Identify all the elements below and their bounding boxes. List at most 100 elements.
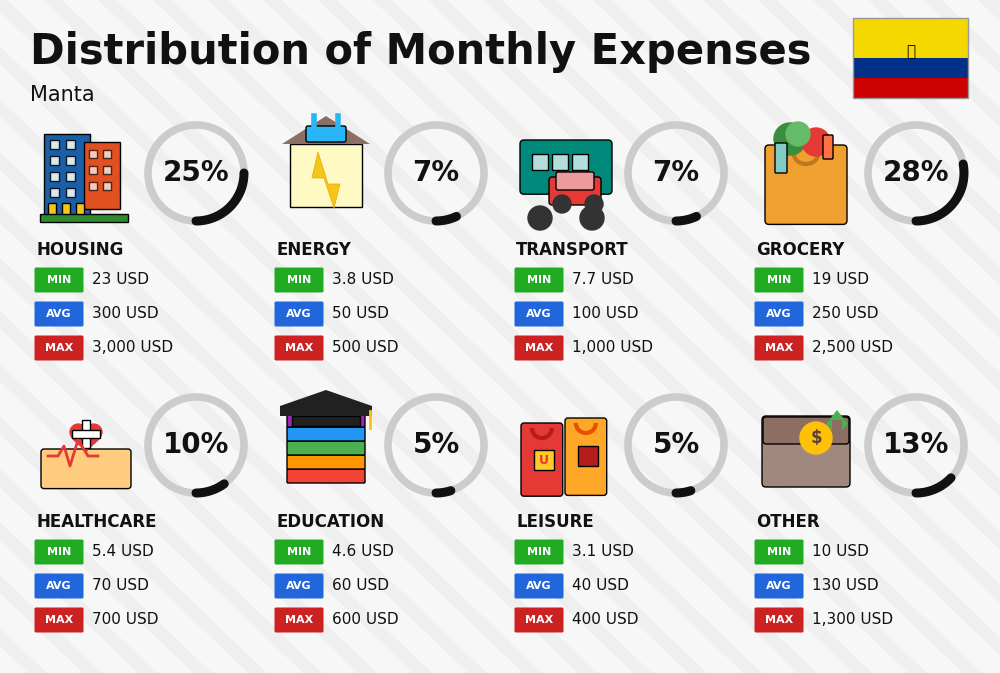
FancyBboxPatch shape [274, 573, 324, 598]
Text: 5%: 5% [412, 431, 460, 459]
Text: ENERGY: ENERGY [276, 241, 351, 259]
Text: 40 USD: 40 USD [572, 579, 629, 594]
FancyBboxPatch shape [274, 540, 324, 565]
FancyBboxPatch shape [84, 142, 120, 209]
Text: AVG: AVG [766, 581, 792, 591]
Text: 1,300 USD: 1,300 USD [812, 612, 893, 627]
FancyBboxPatch shape [514, 573, 564, 598]
Text: MAX: MAX [45, 615, 73, 625]
Text: MIN: MIN [287, 547, 311, 557]
FancyBboxPatch shape [755, 302, 804, 326]
FancyBboxPatch shape [66, 172, 75, 181]
FancyBboxPatch shape [755, 573, 804, 598]
Circle shape [580, 206, 604, 230]
Text: LEISURE: LEISURE [516, 513, 594, 531]
Text: 500 USD: 500 USD [332, 341, 398, 355]
FancyBboxPatch shape [50, 188, 59, 197]
FancyBboxPatch shape [763, 417, 849, 444]
FancyBboxPatch shape [534, 450, 554, 470]
Text: 300 USD: 300 USD [92, 306, 159, 322]
FancyBboxPatch shape [274, 302, 324, 326]
FancyBboxPatch shape [287, 469, 365, 483]
Text: MAX: MAX [45, 343, 73, 353]
Text: MIN: MIN [47, 547, 71, 557]
Polygon shape [312, 152, 340, 208]
FancyBboxPatch shape [274, 336, 324, 361]
FancyBboxPatch shape [89, 150, 97, 158]
FancyBboxPatch shape [514, 540, 564, 565]
Text: MIN: MIN [767, 547, 791, 557]
Circle shape [786, 122, 810, 146]
Text: 3.8 USD: 3.8 USD [332, 273, 394, 287]
FancyBboxPatch shape [755, 608, 804, 633]
FancyBboxPatch shape [66, 156, 75, 165]
FancyBboxPatch shape [532, 154, 548, 170]
Text: MAX: MAX [765, 615, 793, 625]
FancyBboxPatch shape [41, 449, 131, 489]
FancyBboxPatch shape [306, 126, 346, 142]
Text: AVG: AVG [766, 309, 792, 319]
Text: MAX: MAX [285, 615, 313, 625]
Polygon shape [280, 390, 372, 416]
FancyBboxPatch shape [287, 413, 365, 427]
FancyBboxPatch shape [34, 573, 84, 598]
Text: 600 USD: 600 USD [332, 612, 399, 627]
FancyBboxPatch shape [34, 302, 84, 326]
FancyBboxPatch shape [34, 336, 84, 361]
Text: 4.6 USD: 4.6 USD [332, 544, 394, 559]
FancyBboxPatch shape [853, 58, 968, 78]
FancyBboxPatch shape [514, 608, 564, 633]
Circle shape [802, 128, 830, 156]
Text: 7%: 7% [412, 159, 460, 187]
Text: 250 USD: 250 USD [812, 306, 879, 322]
FancyBboxPatch shape [514, 302, 564, 326]
FancyBboxPatch shape [89, 166, 97, 174]
Text: MAX: MAX [765, 343, 793, 353]
FancyBboxPatch shape [521, 423, 563, 496]
Text: 13%: 13% [883, 431, 949, 459]
Text: 7%: 7% [652, 159, 700, 187]
Text: HOUSING: HOUSING [36, 241, 123, 259]
Text: 10 USD: 10 USD [812, 544, 869, 559]
FancyBboxPatch shape [103, 182, 111, 190]
FancyBboxPatch shape [514, 336, 564, 361]
FancyBboxPatch shape [578, 446, 598, 466]
Text: 70 USD: 70 USD [92, 579, 149, 594]
Text: MIN: MIN [527, 275, 551, 285]
Text: MIN: MIN [287, 275, 311, 285]
FancyBboxPatch shape [34, 608, 84, 633]
FancyBboxPatch shape [755, 267, 804, 293]
Circle shape [553, 195, 571, 213]
FancyBboxPatch shape [50, 156, 59, 165]
Text: AVG: AVG [526, 581, 552, 591]
FancyBboxPatch shape [82, 420, 90, 448]
Text: 60 USD: 60 USD [332, 579, 389, 594]
Text: 50 USD: 50 USD [332, 306, 389, 322]
Text: MAX: MAX [525, 615, 553, 625]
FancyBboxPatch shape [572, 154, 588, 170]
FancyBboxPatch shape [549, 177, 601, 205]
Text: 130 USD: 130 USD [812, 579, 879, 594]
Text: 7.7 USD: 7.7 USD [572, 273, 634, 287]
FancyBboxPatch shape [292, 416, 360, 426]
Polygon shape [282, 116, 370, 144]
FancyBboxPatch shape [89, 182, 97, 190]
FancyBboxPatch shape [48, 203, 56, 215]
Text: 5.4 USD: 5.4 USD [92, 544, 154, 559]
FancyBboxPatch shape [762, 416, 850, 487]
FancyBboxPatch shape [755, 540, 804, 565]
Text: MAX: MAX [525, 343, 553, 353]
Text: $: $ [810, 429, 822, 447]
Text: AVG: AVG [46, 309, 72, 319]
Text: AVG: AVG [286, 309, 312, 319]
FancyBboxPatch shape [287, 441, 365, 455]
FancyBboxPatch shape [103, 166, 111, 174]
FancyBboxPatch shape [40, 214, 128, 222]
Text: HEALTHCARE: HEALTHCARE [36, 513, 156, 531]
Text: 100 USD: 100 USD [572, 306, 639, 322]
FancyBboxPatch shape [274, 608, 324, 633]
FancyBboxPatch shape [72, 430, 100, 438]
FancyBboxPatch shape [823, 135, 833, 159]
Text: 19 USD: 19 USD [812, 273, 869, 287]
Text: 3,000 USD: 3,000 USD [92, 341, 173, 355]
